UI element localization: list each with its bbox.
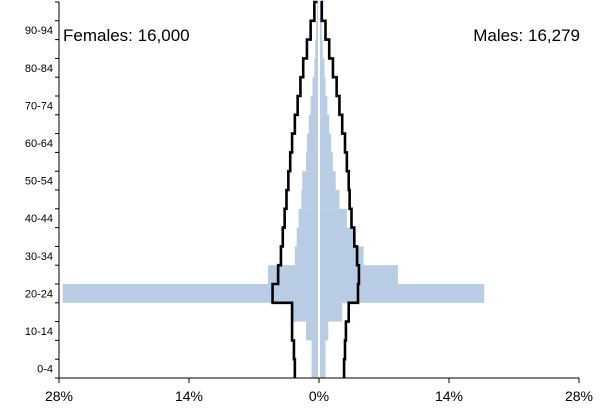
y-tick-label: 40-44 <box>25 213 53 225</box>
bar-female-80-84 <box>314 58 319 78</box>
axis-layer: 0-4 10-14 20-24 30-34 40-44 50-54 60-64 70-74 80… <box>25 1 593 404</box>
bar-female-20-24 <box>62 284 319 303</box>
bar-female-30-34 <box>294 246 319 266</box>
bar-male-55-59 <box>319 152 333 172</box>
y-tick-label: 90-94 <box>25 25 53 37</box>
bar-female-90-94 <box>316 20 319 40</box>
bar-female-60-64 <box>306 133 319 153</box>
bar-female-75-79 <box>312 77 319 96</box>
y-tick-label: 30-34 <box>25 251 53 263</box>
bar-female-15-19 <box>293 302 319 322</box>
outline-layer <box>271 0 361 378</box>
outline-male <box>320 0 361 378</box>
bar-male-45-49 <box>319 190 340 209</box>
y-tick-label: 10-14 <box>25 326 53 338</box>
bar-female-35-39 <box>296 227 319 247</box>
bar-male-40-44 <box>319 208 347 228</box>
x-tick-label: 0% <box>309 388 329 404</box>
bar-male-35-39 <box>319 227 355 247</box>
annotation-males: Males: 16,279 <box>473 26 580 45</box>
bar-female-55-59 <box>306 152 319 172</box>
bar-female-0-4 <box>311 359 319 378</box>
bar-female-50-54 <box>302 171 319 190</box>
bar-female-85-89 <box>315 39 319 59</box>
bar-male-20-24 <box>319 284 485 303</box>
y-tick-label: 50-54 <box>25 176 53 188</box>
bar-male-50-54 <box>319 171 336 190</box>
bar-female-45-49 <box>301 190 319 209</box>
bar-male-65-69 <box>319 114 330 134</box>
bar-male-10-14 <box>319 321 329 341</box>
bar-male-60-64 <box>319 133 332 153</box>
bar-male-80-84 <box>319 58 325 78</box>
bar-female-10-14 <box>306 321 319 341</box>
bar-female-25-29 <box>267 265 319 284</box>
bar-female-70-74 <box>310 96 319 115</box>
bar-male-75-79 <box>319 77 326 96</box>
bar-male-70-74 <box>319 96 328 115</box>
bar-male-15-19 <box>319 302 343 322</box>
x-tick-label: 28% <box>45 388 73 404</box>
x-tick-label: 14% <box>175 388 203 404</box>
y-tick-label: 80-84 <box>25 63 53 75</box>
bar-male-85-89 <box>319 39 323 59</box>
bar-female-5-9 <box>311 340 319 360</box>
y-tick-label: 20-24 <box>25 288 53 300</box>
bar-male-0-4 <box>319 359 326 378</box>
x-tick-label: 28% <box>565 388 593 404</box>
bars-layer <box>62 2 485 378</box>
bar-male-5-9 <box>319 340 326 360</box>
x-tick-label: 14% <box>435 388 463 404</box>
y-tick-label: 70-74 <box>25 100 53 112</box>
bar-female-65-69 <box>308 114 319 134</box>
bar-male-30-34 <box>319 246 364 266</box>
bar-male-90-94 <box>319 20 322 40</box>
y-tick-label: 60-64 <box>25 138 53 150</box>
outline-female <box>271 0 318 378</box>
bar-female-40-44 <box>298 208 319 228</box>
annotation-females: Females: 16,000 <box>63 26 190 45</box>
y-tick-label: 0-4 <box>37 364 53 376</box>
